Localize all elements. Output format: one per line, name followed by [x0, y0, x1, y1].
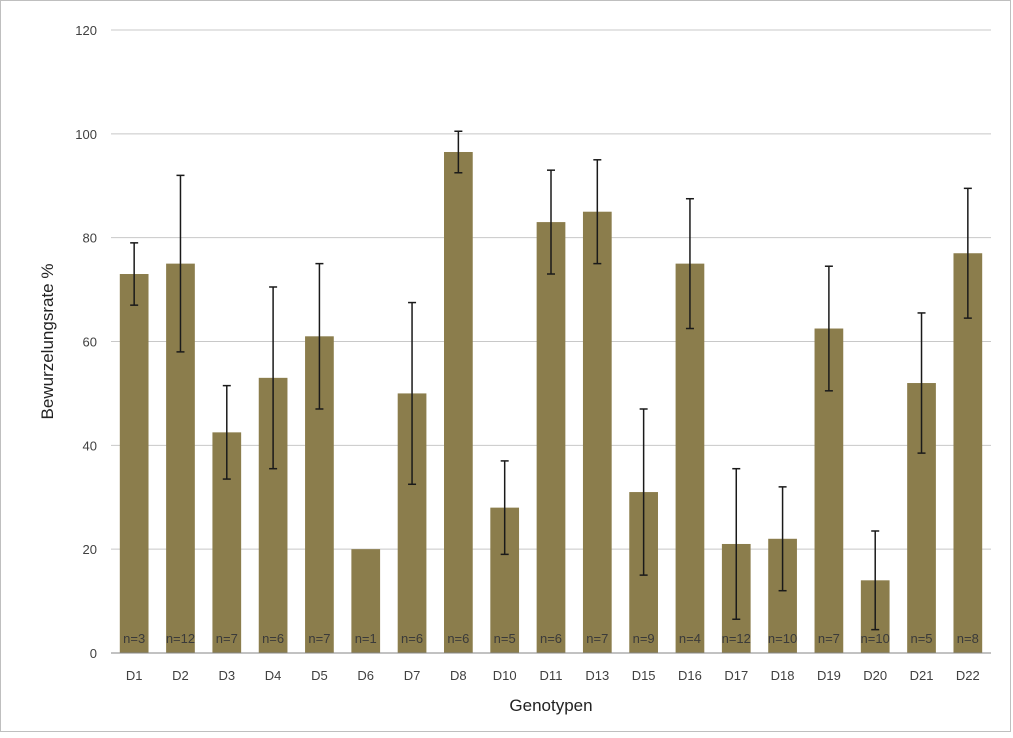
bar: [351, 549, 381, 653]
sample-size-label: n=10: [861, 631, 890, 646]
sample-size-label: n=6: [447, 631, 469, 646]
x-tick-labels: D1 D2 D3 D4 D5 D6 D7 D8 D10 D11 D13 D15 D16 D17 D18 D19…: [126, 668, 980, 683]
error-bar: [824, 265, 833, 392]
sample-size-label: n=5: [910, 631, 932, 646]
y-tick-label: 100: [75, 127, 97, 142]
sample-size-label: n=7: [308, 631, 330, 646]
y-tick-label: 40: [83, 438, 97, 453]
y-tick-label: 120: [75, 23, 97, 38]
x-tick-label: D4: [265, 668, 282, 683]
error-bar: [963, 187, 972, 319]
error-bar: [639, 408, 648, 576]
sample-size-label: n=3: [123, 631, 145, 646]
error-bar: [315, 262, 324, 410]
error-bar: [778, 486, 787, 592]
sample-size-label: n=1: [355, 631, 377, 646]
error-bar: [685, 197, 694, 330]
x-tick-label: D16: [678, 668, 702, 683]
x-tick-label: D1: [126, 668, 143, 683]
y-tick-label: 20: [83, 542, 97, 557]
bar: [444, 152, 473, 654]
x-tick-label: D2: [172, 668, 189, 683]
error-bar: [593, 159, 602, 265]
error-bar: [871, 530, 880, 631]
x-tick-label: D13: [585, 668, 609, 683]
x-tick-label: D3: [218, 668, 235, 683]
sample-size-label: n=4: [679, 631, 701, 646]
error-bar: [732, 467, 741, 621]
sample-size-label: n=8: [957, 631, 979, 646]
error-bar: [408, 301, 417, 486]
sample-size-label: n=12: [166, 631, 195, 646]
bar: [953, 253, 983, 653]
y-tick-labels: 0 20 40 60 80 100 120: [75, 23, 97, 661]
sample-size-label: n=6: [401, 631, 423, 646]
error-bar: [454, 130, 463, 174]
sample-size-label: n=5: [494, 631, 516, 646]
error-bar: [500, 460, 509, 556]
x-tick-label: D8: [450, 668, 467, 683]
sample-size-label: n=7: [818, 631, 840, 646]
x-tick-label: D5: [311, 668, 328, 683]
x-tick-label: D15: [632, 668, 656, 683]
x-axis-title: Genotypen: [509, 696, 592, 715]
sample-size-label: n=9: [633, 631, 655, 646]
sample-size-label: n=6: [540, 631, 562, 646]
sample-size-label: n=10: [768, 631, 797, 646]
x-tick-label: D18: [771, 668, 795, 683]
y-tick-label: 60: [83, 335, 97, 350]
sample-size-labels: n=3 n=12 n=7 n=6 n=7 n=1 n=6 n=6 n=5 n=6 n=7 n=9 n=4…: [123, 631, 979, 646]
y-tick-label: 80: [83, 231, 97, 246]
error-bar: [130, 242, 139, 306]
sample-size-label: n=7: [586, 631, 608, 646]
error-bars: [130, 130, 972, 631]
x-tick-label: D19: [817, 668, 841, 683]
x-tick-label: D10: [493, 668, 517, 683]
error-bar: [269, 286, 278, 470]
x-tick-label: D22: [956, 668, 980, 683]
error-bar: [917, 312, 926, 454]
x-tick-label: D21: [910, 668, 934, 683]
y-axis-title: Bewurzelungsrate %: [38, 264, 57, 420]
x-tick-label: D20: [863, 668, 887, 683]
bar: [536, 222, 566, 653]
bar: [119, 274, 149, 653]
sample-size-label: n=12: [722, 631, 751, 646]
error-bar: [222, 384, 231, 480]
x-tick-label: D7: [404, 668, 421, 683]
error-bar: [176, 174, 185, 353]
error-bar: [547, 169, 555, 275]
sample-size-label: n=6: [262, 631, 284, 646]
x-tick-label: D17: [724, 668, 748, 683]
bar: [582, 211, 612, 654]
x-tick-label: D11: [540, 668, 563, 683]
y-tick-label: 0: [90, 646, 97, 661]
sample-size-label: n=7: [216, 631, 238, 646]
x-tick-label: D6: [357, 668, 374, 683]
bars: [119, 152, 983, 654]
